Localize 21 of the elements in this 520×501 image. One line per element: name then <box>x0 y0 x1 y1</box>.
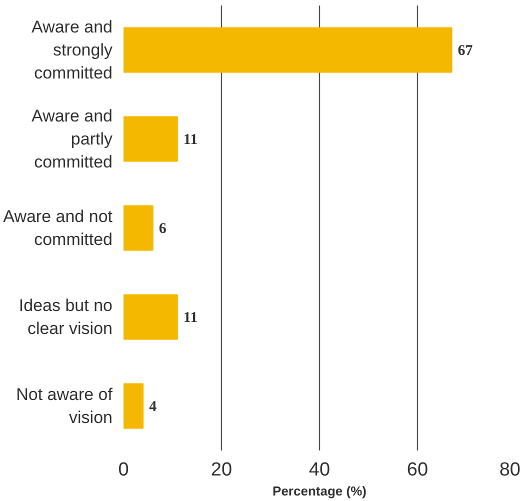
bar <box>124 383 144 429</box>
x-tick-label: 40 <box>308 460 330 480</box>
bar <box>124 294 178 340</box>
data-label: 11 <box>183 132 198 148</box>
bar <box>124 205 154 251</box>
y-tick-label: Aware and strongly committed <box>32 18 113 82</box>
y-tick-label: Ideas but no clear vision <box>18 296 113 338</box>
y-tick-label: Not aware of vision <box>16 385 113 427</box>
y-tick-label: Aware and not committed <box>3 207 113 249</box>
x-tick-label: 0 <box>118 460 129 480</box>
x-tick-label: 80 <box>499 460 520 480</box>
bar <box>124 27 452 73</box>
x-tick-label: 20 <box>210 460 232 480</box>
x-axis-title: Percentage (%) <box>272 484 366 498</box>
data-label: 11 <box>183 310 198 326</box>
y-tick-label: Aware and partly committed <box>32 106 113 172</box>
bar <box>124 116 178 162</box>
x-tick-label: 60 <box>406 460 428 480</box>
data-label: 67 <box>458 43 474 59</box>
data-label: 6 <box>158 221 167 237</box>
data-label: 4 <box>149 399 158 415</box>
